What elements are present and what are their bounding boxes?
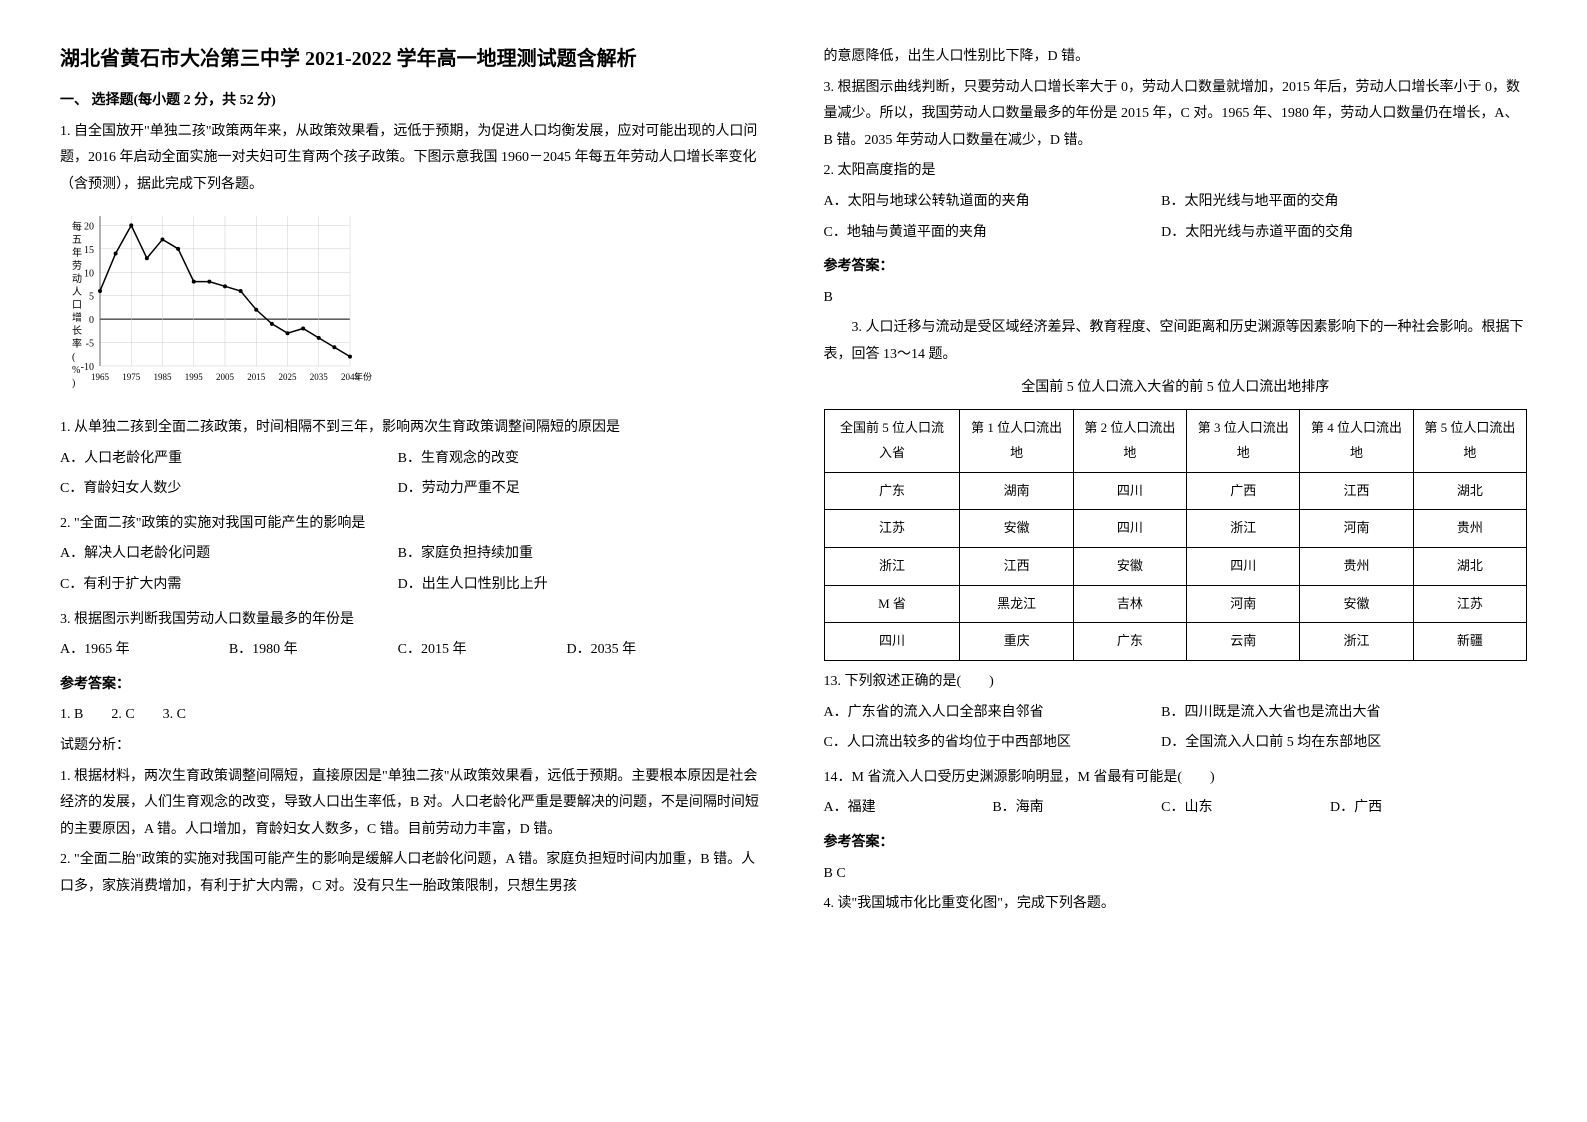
svg-text:-5: -5 [86, 339, 94, 350]
svg-text:1975: 1975 [122, 372, 141, 382]
opt-d: D．2035 年 [566, 637, 735, 664]
opt-a: A．福建 [824, 795, 993, 822]
opt-b: B．太阳光线与地平面的交角 [1161, 189, 1499, 216]
opt-d: D．太阳光线与赤道平面的交角 [1161, 220, 1499, 247]
opt-a: A．广东省的流入人口全部来自邻省 [824, 700, 1162, 727]
q14-stem: 14．M 省流入人口受历史渊源影响明显，M 省最有可能是( ) [824, 765, 1528, 792]
svg-text:2005: 2005 [216, 372, 235, 382]
q1-stem: 1. 自全国放开"单独二孩"政策两年来，从政策效果看，远低于预期，为促进人口均衡… [60, 119, 764, 199]
q4-stem: 4. 读"我国城市化比重变化图"，完成下列各题。 [824, 891, 1528, 918]
svg-text:动: 动 [72, 273, 82, 285]
right-column: 的意愿降低，出生人口性别比下降，D 错。 3. 根据图示曲线判断，只要劳动人口增… [824, 40, 1528, 922]
svg-text:口: 口 [72, 300, 82, 311]
opt-d: D．广西 [1330, 795, 1499, 822]
left-column: 湖北省黄石市大冶第三中学 2021-2022 学年高一地理测试题含解析 一、 选… [60, 40, 764, 922]
svg-text:1965: 1965 [91, 372, 110, 382]
opt-b: B．1980 年 [229, 637, 398, 664]
opt-a: A．人口老龄化严重 [60, 446, 398, 473]
svg-text:人: 人 [72, 286, 82, 298]
section-heading: 一、 选择题(每小题 2 分，共 52 分) [60, 88, 764, 115]
opt-b: B．家庭负担持续加重 [398, 541, 736, 568]
q2-answer: B [824, 285, 1528, 312]
svg-text:五: 五 [72, 235, 82, 246]
q1-sub3-opts: A．1965 年 B．1980 年 C．2015 年 D．2035 年 [60, 637, 764, 668]
opt-b: B．生育观念的改变 [398, 446, 736, 473]
svg-text:年: 年 [72, 246, 82, 259]
svg-text:(: ( [72, 352, 76, 363]
opt-c: C．人口流出较多的省均位于中西部地区 [824, 730, 1162, 757]
opt-a: A．解决人口老龄化问题 [60, 541, 398, 568]
svg-text:2015: 2015 [247, 372, 266, 382]
q2-stem: 2. 太阳高度指的是 [824, 158, 1528, 185]
svg-text:1985: 1985 [154, 372, 173, 382]
svg-text:%: % [72, 365, 80, 376]
q1-sub2-opts: A．解决人口老龄化问题 B．家庭负担持续加重 C．有利于扩大内需 D．出生人口性… [60, 541, 764, 602]
q13-opts: A．广东省的流入人口全部来自邻省 B．四川既是流入大省也是流出大省 C．人口流出… [824, 700, 1528, 761]
svg-text:劳: 劳 [72, 259, 82, 272]
svg-text:0: 0 [89, 316, 94, 327]
q2-opts: A．太阳与地球公转轨道面的夹角 B．太阳光线与地平面的交角 C．地轴与黄道平面的… [824, 189, 1528, 250]
document-title: 湖北省黄石市大冶第三中学 2021-2022 学年高一地理测试题含解析 [60, 40, 764, 78]
q13-stem: 13. 下列叙述正确的是( ) [824, 669, 1528, 696]
q1-sub1-opts: A．人口老龄化严重 B．生育观念的改变 C．育龄妇女人数少 D．劳动力严重不足 [60, 446, 764, 507]
opt-d: D．出生人口性别比上升 [398, 572, 736, 599]
svg-text:2025: 2025 [279, 372, 298, 382]
q1-analysis-heading: 试题分析： [60, 733, 764, 760]
opt-d: D．全国流入人口前 5 均在东部地区 [1161, 730, 1499, 757]
svg-text:20: 20 [84, 222, 94, 233]
svg-text:15: 15 [84, 245, 94, 256]
opt-d: D．劳动力严重不足 [398, 476, 736, 503]
q1-answers: 1. B 2. C 3. C [60, 702, 764, 729]
q3-answer: B C [824, 861, 1528, 888]
svg-text:年份: 年份 [354, 371, 372, 382]
svg-text:增: 增 [72, 311, 82, 324]
q1-a1: 1. 根据材料，两次生育政策调整间隔短，直接原因是"单独二孩"从政策效果看，远低… [60, 764, 764, 844]
q1-sub2: 2. "全面二孩"政策的实施对我国可能产生的影响是 [60, 511, 764, 538]
q3-ans-heading: 参考答案： [824, 830, 1528, 857]
opt-c: C．有利于扩大内需 [60, 572, 398, 599]
opt-c: C．山东 [1161, 795, 1330, 822]
opt-c: C．地轴与黄道平面的夹角 [824, 220, 1162, 247]
labor-growth-chart: -10-505101520196519751985199520052015202… [60, 206, 764, 407]
opt-b: B．四川既是流入大省也是流出大省 [1161, 700, 1499, 727]
opt-c: C．2015 年 [398, 637, 567, 664]
opt-b: B．海南 [992, 795, 1161, 822]
opt-c: C．育龄妇女人数少 [60, 476, 398, 503]
svg-text:): ) [72, 378, 75, 389]
q1-sub1: 1. 从单独二孩到全面二孩政策，时间相隔不到三年，影响两次生育政策调整间隔短的原… [60, 415, 764, 442]
q2-ans-heading: 参考答案： [824, 254, 1528, 281]
q1-ans-heading: 参考答案： [60, 672, 764, 699]
svg-text:2035: 2035 [310, 372, 329, 382]
q1-a2: 2. "全面二胎"政策的实施对我国可能产生的影响是缓解人口老龄化问题，A 错。家… [60, 847, 764, 900]
opt-a: A．太阳与地球公转轨道面的夹角 [824, 189, 1162, 216]
svg-text:长: 长 [72, 325, 82, 337]
q1-sub3: 3. 根据图示判断我国劳动人口数量最多的年份是 [60, 607, 764, 634]
svg-text:率: 率 [72, 337, 82, 350]
q3-table-caption: 全国前 5 位人口流入大省的前 5 位人口流出地排序 [824, 375, 1528, 402]
q1-a2-cont: 的意愿降低，出生人口性别比下降，D 错。 [824, 44, 1528, 71]
q1-a3: 3. 根据图示曲线判断，只要劳动人口增长率大于 0，劳动人口数量就增加，2015… [824, 75, 1528, 155]
q3-migration-table: 全国前 5 位人口流入省第 1 位人口流出地第 2 位人口流出地第 3 位人口流… [824, 409, 1528, 661]
svg-text:10: 10 [84, 269, 94, 280]
q3-intro: 3. 人口迁移与流动是受区域经济差异、教育程度、空间距离和历史渊源等因素影响下的… [824, 315, 1528, 368]
opt-a: A．1965 年 [60, 637, 229, 664]
svg-text:5: 5 [89, 292, 94, 303]
svg-text:每: 每 [72, 220, 82, 233]
q14-opts: A．福建 B．海南 C．山东 D．广西 [824, 795, 1528, 826]
svg-text:1995: 1995 [185, 372, 204, 382]
